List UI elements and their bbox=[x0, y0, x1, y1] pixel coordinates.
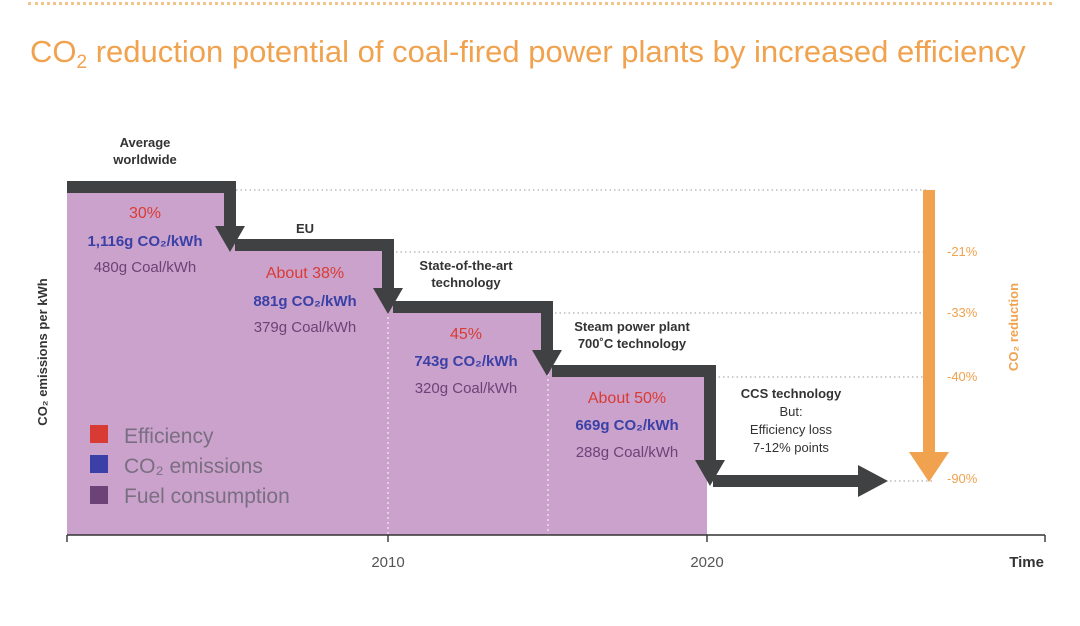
y-axis-label: CO₂ emissions per kWh bbox=[35, 278, 50, 425]
reduction-arrow-shaft bbox=[923, 190, 935, 452]
efficiency-label: About 50% bbox=[588, 390, 666, 407]
arrowhead-down bbox=[695, 460, 725, 486]
co2-label: 881g CO₂/kWh bbox=[253, 293, 356, 310]
ccs-note-line: Efficiency loss bbox=[750, 422, 833, 437]
co2-label: 1,116g CO₂/kWh bbox=[87, 233, 202, 250]
emission-area bbox=[67, 190, 707, 535]
legend-swatch-efficiency bbox=[90, 425, 108, 443]
co2-label: 743g CO₂/kWh bbox=[414, 353, 517, 370]
page-title: CO2 reduction potential of coal-fired po… bbox=[30, 34, 1026, 73]
coal-label: 288g Coal/kWh bbox=[576, 444, 679, 461]
step-arrow-state-of-the-art bbox=[393, 301, 553, 352]
reduction-arrowhead bbox=[909, 452, 949, 482]
legend-label: Efficiency bbox=[124, 425, 214, 448]
reduction-level: -90% bbox=[947, 471, 978, 486]
efficiency-label: 30% bbox=[129, 205, 161, 222]
efficiency-label: About 38% bbox=[266, 265, 344, 282]
x-axis-label: Time bbox=[1009, 554, 1044, 571]
coal-label: 320g Coal/kWh bbox=[415, 380, 518, 397]
ccs-note-line: But: bbox=[779, 404, 802, 419]
reduction-level: -33% bbox=[947, 305, 978, 320]
legend-label: Fuel consumption bbox=[124, 485, 290, 508]
step-arrow-worldwide bbox=[67, 181, 236, 228]
reduction-axis-label: CO₂ reduction bbox=[1006, 283, 1021, 371]
x-tick-label: 2010 bbox=[371, 554, 404, 571]
legend-swatch-fuel bbox=[90, 486, 108, 504]
arrowhead-down bbox=[373, 288, 403, 314]
coal-label: 480g Coal/kWh bbox=[94, 259, 197, 276]
legend-label: CO₂ emissions bbox=[124, 455, 263, 478]
reduction-level: -21% bbox=[947, 244, 978, 259]
arrowhead-right bbox=[858, 465, 888, 497]
stage-label-state-of-the-art: State-of-the-art technology bbox=[419, 258, 513, 290]
stage-label-worldwide: Average worldwide bbox=[112, 135, 177, 167]
reduction-level: -40% bbox=[947, 369, 978, 384]
step-arrow-700c bbox=[552, 365, 716, 462]
arrowhead-down bbox=[532, 350, 562, 376]
step-arrow-eu bbox=[235, 239, 394, 290]
stage-label-ccs: CCS technology bbox=[741, 386, 842, 401]
efficiency-label: 45% bbox=[450, 326, 482, 343]
x-tick-label: 2020 bbox=[690, 554, 723, 571]
legend-swatch-co2 bbox=[90, 455, 108, 473]
stage-label-700c: Steam power plant 700˚C technology bbox=[574, 319, 690, 351]
arrowhead-down bbox=[215, 226, 245, 252]
stage-label-eu: EU bbox=[296, 221, 314, 236]
co2-label: 669g CO₂/kWh bbox=[575, 417, 678, 434]
header-divider bbox=[28, 2, 1052, 5]
coal-label: 379g Coal/kWh bbox=[254, 319, 357, 336]
ccs-note-line: 7-12% points bbox=[753, 440, 829, 455]
